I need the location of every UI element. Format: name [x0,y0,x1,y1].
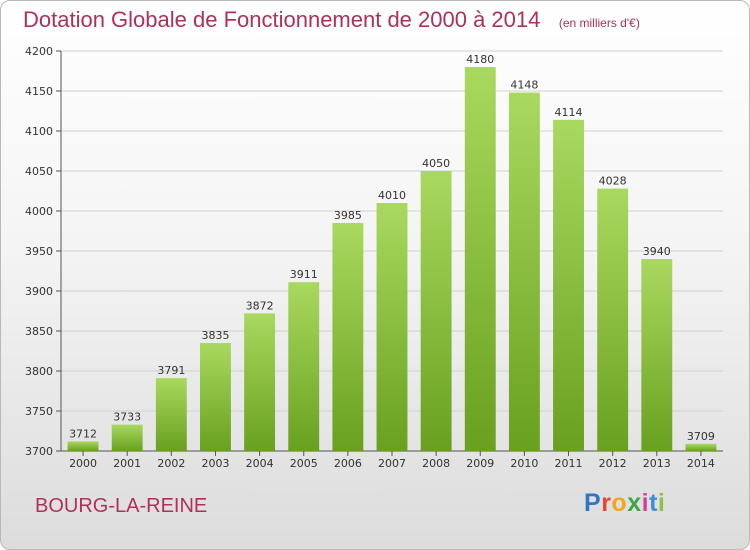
bar-2014 [685,443,717,451]
bar-2002 [155,378,187,451]
bar-2011 [553,119,584,452]
bar-2005 [288,282,320,451]
bar-2007 [376,203,408,451]
title-row: Dotation Globale de Fonctionnement de 20… [23,7,640,33]
data-label: 4010 [378,189,406,202]
logo-letter: x [627,489,642,517]
data-label: 3709 [687,430,715,443]
proxiti-logo: Proxiti [584,489,665,518]
x-tick-label: 2010 [510,457,538,470]
logo-letter: i [657,489,666,517]
x-tick-label: 2011 [555,457,583,470]
y-tick-label: 4150 [25,85,53,98]
bar-2009 [464,67,496,451]
bar-2010 [508,92,540,451]
y-tick-label: 4100 [25,125,53,138]
x-tick-label: 2012 [599,457,627,470]
bar-2013 [641,259,673,451]
chart-title: Dotation Globale de Fonctionnement de 20… [23,7,541,32]
data-label: 3712 [69,427,97,440]
data-label: 4180 [466,53,494,66]
x-tick-label: 2007 [378,457,406,470]
y-tick-label: 3900 [25,285,53,298]
bar-2008 [420,171,452,451]
x-tick-label: 2013 [643,457,671,470]
x-tick-label: 2008 [422,457,450,470]
y-tick-label: 4050 [25,165,53,178]
y-tick-label: 4000 [25,205,53,218]
data-label: 3791 [157,364,185,377]
bar-2006 [332,223,364,451]
chart-subtitle: (en milliers d'€) [558,16,640,30]
data-label: 4114 [555,106,583,119]
data-label: 4148 [510,79,538,92]
data-label: 3733 [113,411,141,424]
logo-letter: o [611,489,628,517]
bar-2001 [111,424,143,451]
data-label: 3872 [246,299,274,312]
label-layer: 3712 3733 3791 3835 3872 3911 3985 4010 4050 4180… [69,53,715,443]
x-tick-label: 2005 [290,457,318,470]
x-tick-label: 2006 [334,457,362,470]
x-tick-label: 2003 [201,457,229,470]
data-label: 3985 [334,209,362,222]
x-tick-label: 2000 [69,457,97,470]
y-tick-label: 3950 [25,245,53,258]
data-label: 3940 [643,245,671,258]
x-tick-label: 2002 [157,457,185,470]
logo-letter: P [584,489,602,517]
x-tick-label: 2009 [466,457,494,470]
y-tick-label: 3800 [25,365,53,378]
bar-2012 [597,188,629,451]
x-tick-label: 2001 [113,457,141,470]
logo-letter: i [641,489,650,517]
data-label: 4028 [599,175,627,188]
bar-2003 [200,343,231,451]
y-tick-label: 3750 [25,405,53,418]
data-label: 3835 [201,329,229,342]
data-label: 3911 [290,268,318,281]
town-name: BOURG-LA-REINE [35,495,208,517]
y-tick-label: 4200 [25,45,53,58]
data-label: 4050 [422,157,450,170]
logo-letter: t [649,489,658,517]
bar-2000 [67,441,99,451]
x-tick-label: 2004 [246,457,274,470]
logo-letter: r [601,489,612,517]
x-tick-label: 2014 [687,457,715,470]
bar-layer [67,67,717,452]
y-tick-label: 3700 [25,445,53,458]
y-tick-label: 3850 [25,325,53,338]
bar-2004 [244,313,276,451]
